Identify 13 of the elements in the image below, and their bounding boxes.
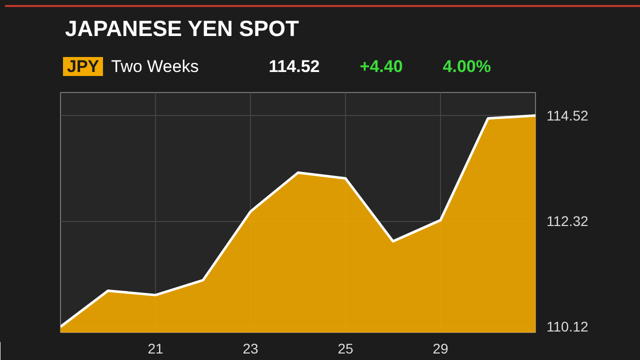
y-tick-label: 110.12 <box>546 318 588 335</box>
x-tick-label: 21 <box>148 340 164 356</box>
text: +4.40 <box>360 57 403 76</box>
x-tick-label: 29 <box>432 340 448 356</box>
y-tick-label: 112.32 <box>546 213 588 230</box>
chart-title: JAPANESE YEN SPOT <box>65 15 299 43</box>
chart-subtitle: Two Weeks <box>111 57 199 76</box>
text: 114.52 <box>268 57 320 76</box>
x-tick-label: 23 <box>242 340 258 356</box>
x-tick-label: 25 <box>338 340 354 356</box>
text: 4.00% <box>442 57 491 76</box>
y-tick-label: 114.52 <box>546 108 588 124</box>
text: JPY <box>63 57 104 76</box>
